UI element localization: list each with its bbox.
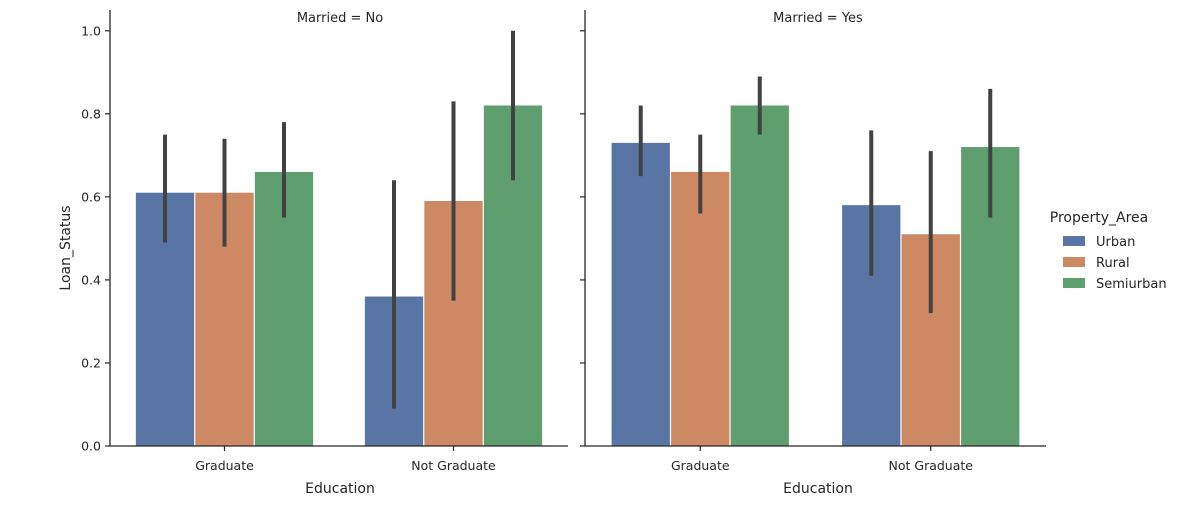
legend-label-urban: Urban xyxy=(1096,235,1135,250)
facet-title-married-no: Married = No xyxy=(297,11,383,26)
legend-title: Property_Area xyxy=(1050,210,1148,226)
legend-entry-semiurban: Semiurban xyxy=(1063,277,1167,292)
facet-2-bar-graduate-semiurban xyxy=(730,105,789,446)
y-axis-label: Loan_Status xyxy=(58,205,74,290)
legend-entry-urban: Urban xyxy=(1063,235,1135,250)
facet-2-x-tick-label-graduate: Graduate xyxy=(671,458,730,473)
facet-2-bar-graduate-urban xyxy=(611,142,670,446)
y-tick-label-0-2: 0.2 xyxy=(81,355,101,370)
legend-label-rural: Rural xyxy=(1096,256,1130,271)
y-tick-label-1-0: 1.0 xyxy=(81,23,101,38)
facet-2-x-tick-label-not-graduate: Not Graduate xyxy=(889,458,974,473)
facet-title-married-yes: Married = Yes xyxy=(773,11,863,26)
y-tick-label-0-6: 0.6 xyxy=(81,189,101,204)
legend-entry-rural: Rural xyxy=(1063,256,1130,271)
y-tick-label-0-0: 0.0 xyxy=(81,439,101,454)
legend: Property_Area Urban Rural Semiurban xyxy=(1050,210,1167,292)
facet-1-x-tick-label-not-graduate: Not Graduate xyxy=(411,458,496,473)
legend-swatch-semiurban xyxy=(1063,278,1085,288)
x-axis-label-right: Education xyxy=(783,481,853,497)
legend-swatch-rural xyxy=(1063,257,1085,267)
legend-label-semiurban: Semiurban xyxy=(1096,277,1167,292)
legend-swatch-urban xyxy=(1063,236,1085,246)
facet-2-bar-graduate-rural xyxy=(671,171,730,446)
facet-1-x-tick-label-graduate: Graduate xyxy=(195,458,254,473)
y-tick-label-0-8: 0.8 xyxy=(81,106,101,121)
y-tick-label-0-4: 0.4 xyxy=(81,272,101,287)
x-axis-label-left: Education xyxy=(305,481,375,497)
